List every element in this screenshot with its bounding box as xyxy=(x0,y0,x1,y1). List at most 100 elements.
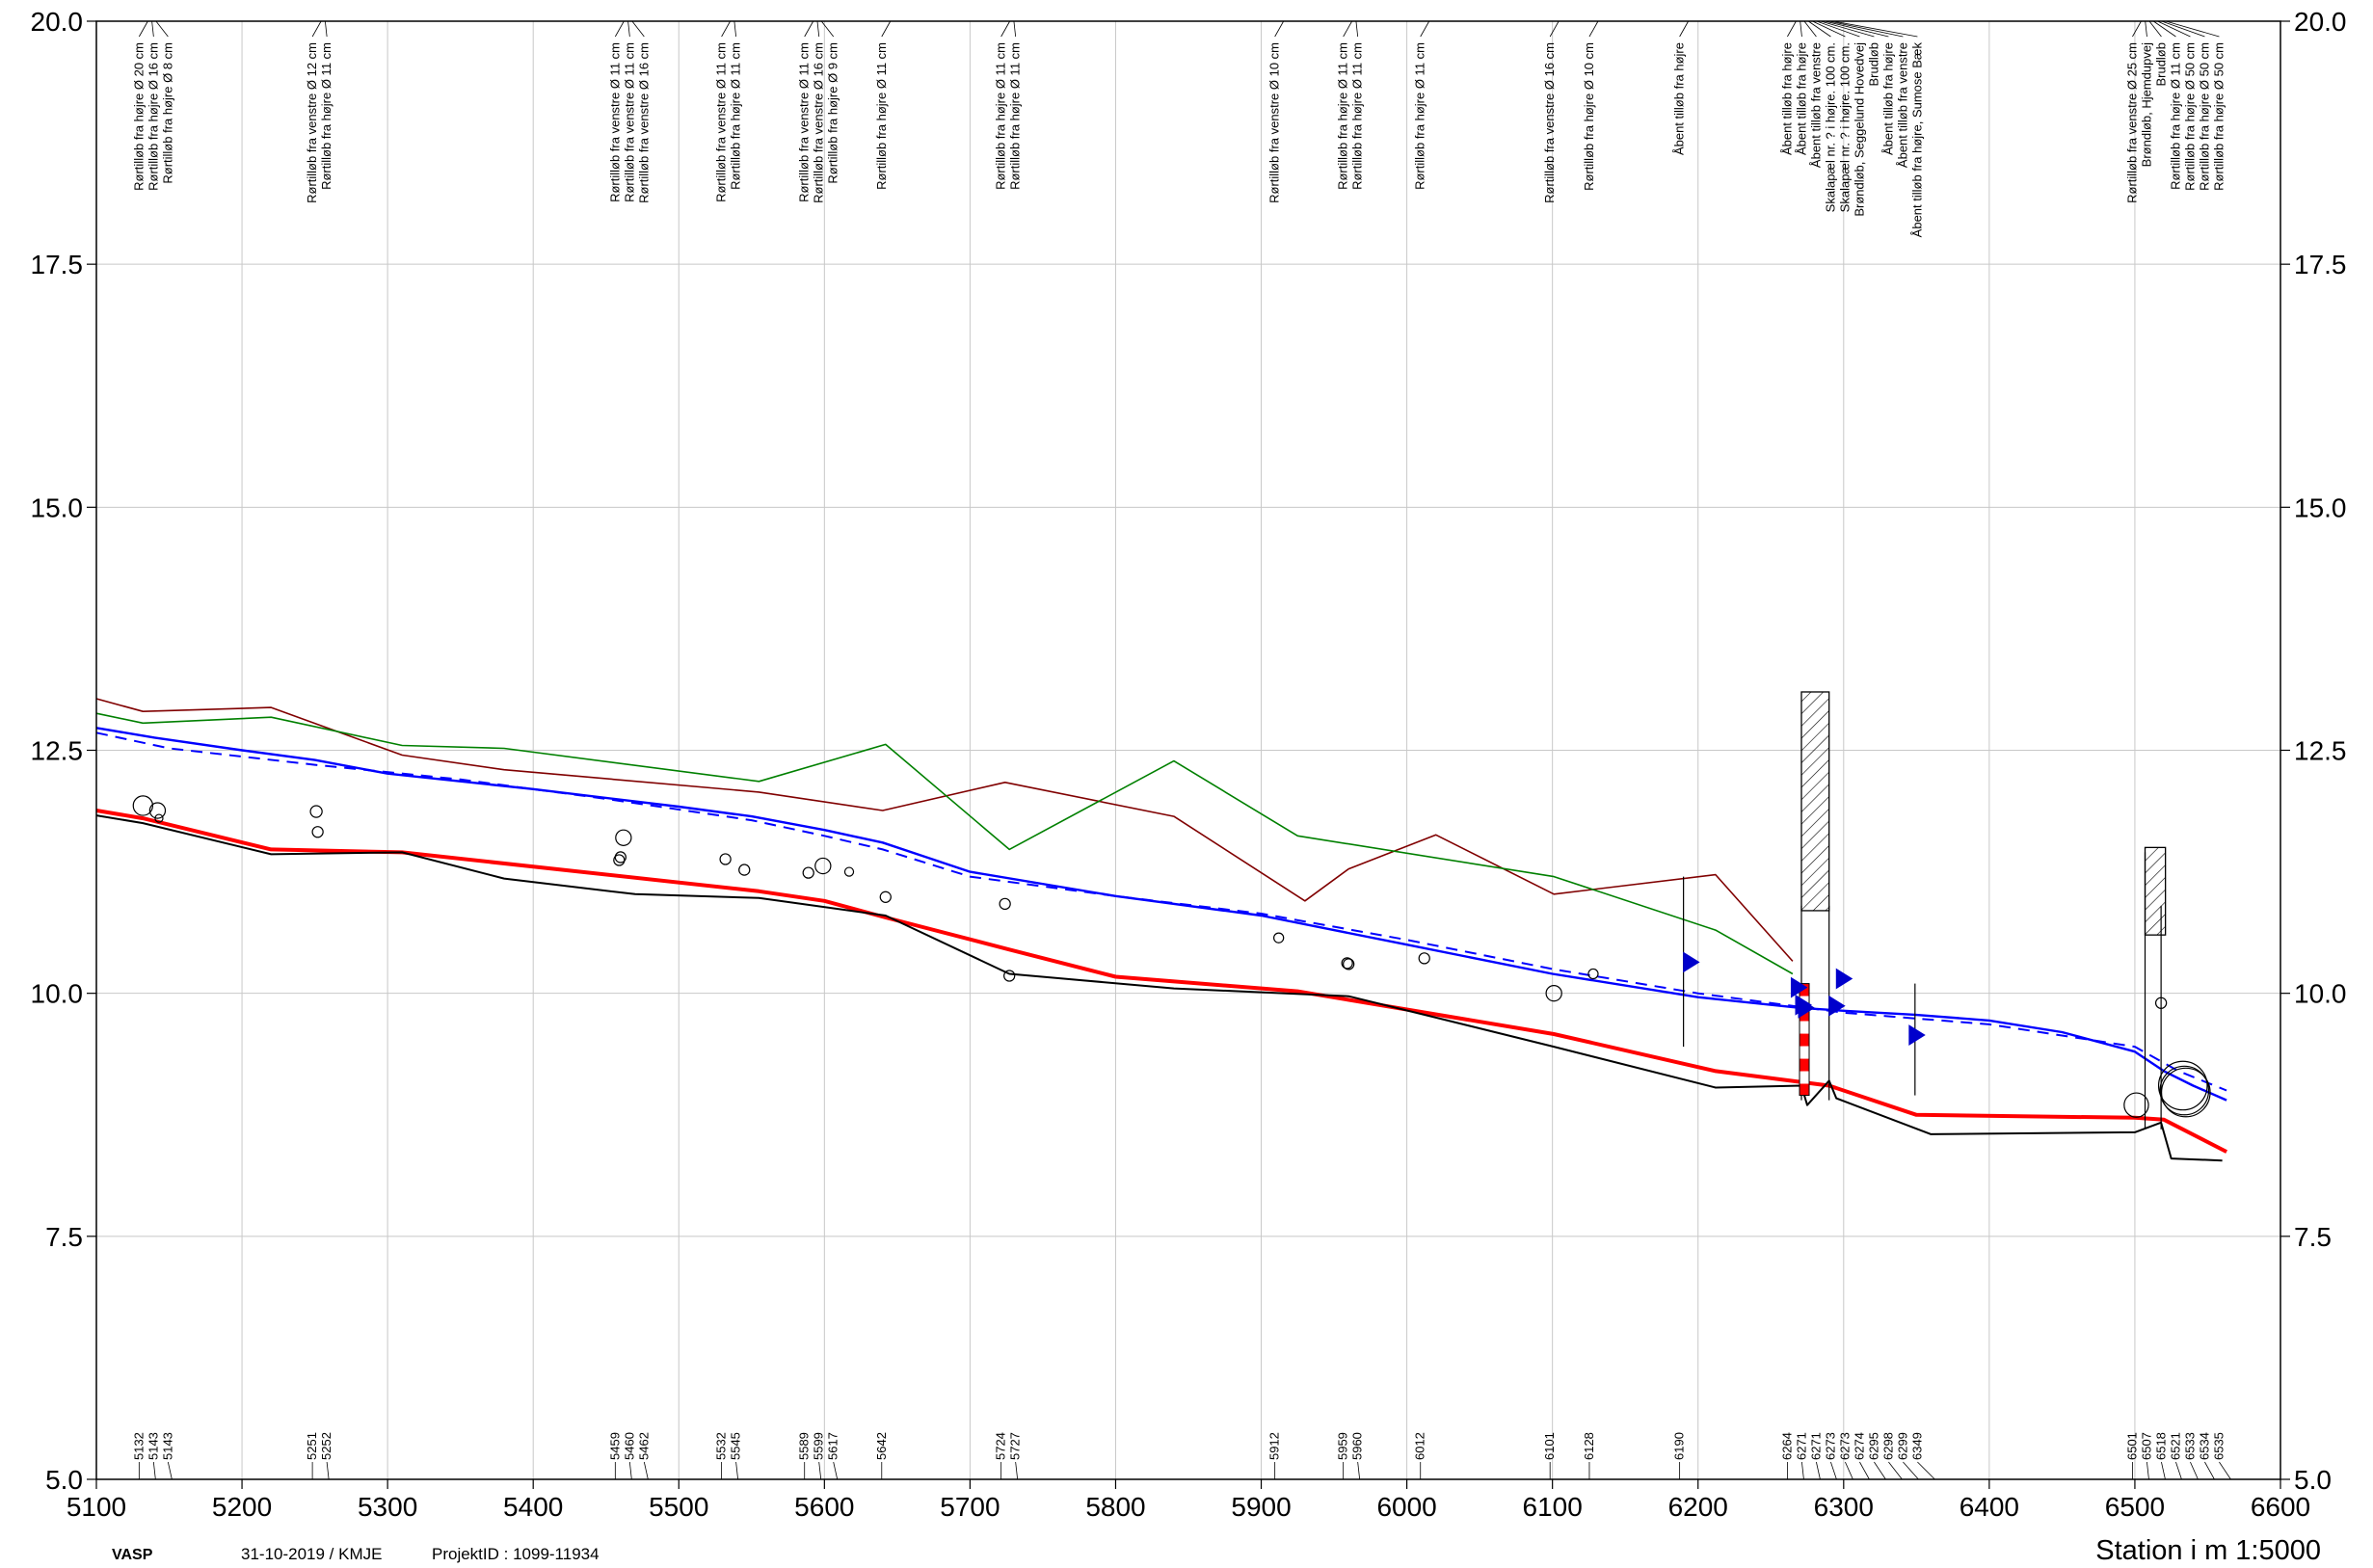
annotation-text: Rørtilløb fra venstre Ø 16 cm xyxy=(812,42,826,203)
annotation-text: Rørtilløb fra venstre Ø 11 cm xyxy=(622,42,636,202)
annotation-leader xyxy=(1274,20,1285,38)
annotation-text: Rørtilløb fra højre Ø 50 cm xyxy=(2197,42,2211,191)
station-label: 5599 xyxy=(812,1432,826,1460)
station-label: 5589 xyxy=(797,1432,812,1460)
annotation-leader xyxy=(2153,20,2176,38)
series-line-water xyxy=(95,727,2227,1102)
flow-marker xyxy=(1908,1024,1926,1046)
station-leader xyxy=(2219,1461,2231,1480)
station-label: 5252 xyxy=(319,1432,333,1460)
pipe-circle xyxy=(154,813,164,823)
y-tick-label-left: 12.5 xyxy=(31,736,84,766)
annotation-text: Brudløb xyxy=(1866,42,1880,87)
annotation-text: Brudløb xyxy=(2153,42,2168,87)
y-tick-label-left: 20.0 xyxy=(31,7,84,37)
x-tick-label: 5100 xyxy=(67,1492,126,1522)
y-tick-label-left: 15.0 xyxy=(31,492,84,522)
annotation-leader xyxy=(1000,20,1011,38)
x-tick-label: 6100 xyxy=(1523,1492,1583,1522)
station-label: 5959 xyxy=(1336,1432,1350,1460)
annotation-leader xyxy=(1807,20,1831,38)
pipe-circle xyxy=(2160,1067,2211,1118)
red-post-segment xyxy=(1800,983,1810,997)
footer-project-id: ProjektID : 1099-11934 xyxy=(432,1545,600,1563)
annotation-text: Rørtilløb fra højre Ø 11 cm xyxy=(319,42,333,190)
hatched-structure xyxy=(1800,691,1830,912)
y-tick-label-left: 7.5 xyxy=(45,1222,83,1252)
series-layer xyxy=(95,698,2228,1162)
pipe-circle xyxy=(2159,1065,2210,1116)
station-label: 5724 xyxy=(994,1432,1008,1460)
station-label: 5912 xyxy=(1267,1432,1282,1460)
annotation-leader xyxy=(614,20,625,38)
annotation-leader xyxy=(311,20,322,38)
pipe-circle xyxy=(879,890,892,903)
annotation-text: Åbent tilløb fra højre xyxy=(1880,42,1895,155)
annotation-text: Rørtilløb fra højre Ø 10 cm xyxy=(1582,42,1596,191)
annotation-text: Rørtilløb fra venstre Ø 25 cm xyxy=(2124,42,2139,203)
station-label: 5960 xyxy=(1350,1432,1365,1460)
station-label: 5642 xyxy=(874,1432,889,1460)
station-label: 5251 xyxy=(305,1432,319,1460)
station-label: 5617 xyxy=(826,1432,840,1460)
station-leader xyxy=(1859,1461,1870,1480)
annotation-text: Rørtilløb fra højre Ø 50 cm xyxy=(2182,42,2197,191)
annotation-leader xyxy=(155,20,169,38)
station-leader xyxy=(1357,1461,1361,1480)
station-leader xyxy=(2175,1461,2182,1480)
annotation-text: Rørtilløb fra venstre Ø 11 cm xyxy=(607,42,622,202)
station-leader xyxy=(1015,1461,1019,1480)
station-label: 6273 xyxy=(1837,1432,1852,1460)
annotation-text: Rørtilløb fra venstre Ø 16 cm xyxy=(636,42,651,203)
pipe-circle xyxy=(2157,1060,2208,1111)
pipe-circle xyxy=(309,805,323,818)
annotation-text: Åbent tilløb fra højre xyxy=(1794,42,1808,155)
station-label: 5532 xyxy=(714,1432,729,1460)
station-leader xyxy=(1874,1461,1886,1480)
station-label: 5545 xyxy=(729,1432,743,1460)
annotation-leader xyxy=(1013,20,1017,38)
station-label: 6521 xyxy=(2168,1432,2182,1460)
annotation-leader xyxy=(721,20,731,38)
annotation-text: Rørtilløb fra højre Ø 11 cm xyxy=(729,42,743,190)
annotation-leader xyxy=(2165,20,2220,38)
pipe-circle xyxy=(1003,970,1016,982)
y-tick-label-right: 12.5 xyxy=(2294,736,2347,766)
pipe-circle xyxy=(2154,997,2168,1009)
red-post-segment xyxy=(1800,1083,1810,1096)
flow-marker xyxy=(1790,976,1808,998)
red-post-segment xyxy=(1800,1058,1810,1072)
station-leader xyxy=(2190,1461,2199,1480)
y-tick-label-right: 17.5 xyxy=(2294,250,2347,279)
x-tick-label: 5800 xyxy=(1085,1492,1145,1522)
annotation-text: Åbent tilløb fra højre, Sumose Bæk xyxy=(1909,42,1924,238)
annotation-leader xyxy=(820,20,835,38)
red-post-segment xyxy=(1800,1071,1810,1084)
y-tick-label-left: 17.5 xyxy=(31,250,84,279)
station-leader xyxy=(326,1461,330,1480)
pipe-circle xyxy=(1273,932,1285,943)
station-label: 6128 xyxy=(1582,1432,1596,1460)
pipe-circle xyxy=(2123,1092,2149,1118)
series-line-water-dashed xyxy=(95,731,2227,1092)
station-label: 5459 xyxy=(607,1432,622,1460)
pipe-circle xyxy=(311,826,324,838)
pipe-circle xyxy=(999,897,1011,911)
annotation-leader xyxy=(1816,20,1860,38)
pipe-circle xyxy=(1418,952,1430,965)
station-leader xyxy=(152,1461,156,1480)
annotation-text: Rørtilløb fra venstre Ø 11 cm xyxy=(797,42,812,202)
station-leader xyxy=(2204,1461,2215,1480)
red-post-segment xyxy=(1800,1046,1810,1059)
station-label: 5462 xyxy=(636,1432,651,1460)
x-tick-label: 6600 xyxy=(2251,1492,2310,1522)
pipes-layer xyxy=(132,795,2211,1118)
station-label: 5727 xyxy=(1008,1432,1023,1460)
annotation-leader xyxy=(631,20,645,38)
station-leader xyxy=(1816,1461,1821,1480)
station-leader xyxy=(1888,1461,1903,1480)
flow-marker xyxy=(1835,968,1853,990)
station-label: 6273 xyxy=(1823,1432,1837,1460)
pipe-circle xyxy=(802,866,814,879)
station-label: 6507 xyxy=(2139,1432,2153,1460)
